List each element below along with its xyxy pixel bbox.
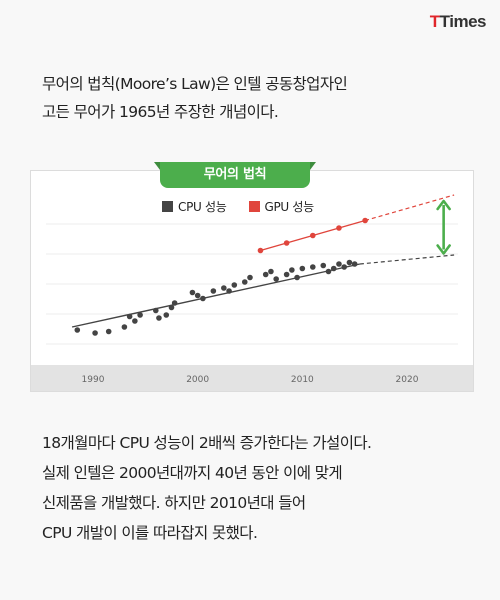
cpu-point [210, 288, 217, 294]
gpu-point [283, 240, 290, 246]
cpu-point [330, 265, 337, 272]
cpu-point [299, 265, 306, 272]
cpu-point [200, 295, 206, 302]
cpu-point [351, 261, 358, 267]
body-line: CPU 개발이 이를 따라잡지 못했다. [42, 524, 258, 542]
chart-title: 무어의 법칙 [154, 162, 316, 188]
cpu-series [71, 254, 455, 336]
legend-label-cpu: CPU 성능 [178, 200, 227, 214]
legend-swatch-cpu [162, 201, 173, 212]
gap-arrow-head-top [436, 199, 451, 211]
cpu-point [262, 271, 269, 278]
cpu-point [132, 318, 138, 324]
logo-times: Times [439, 12, 487, 31]
cpu-point [247, 274, 253, 281]
cpu-point [105, 328, 112, 335]
cpu-point [336, 261, 342, 267]
cpu-projection-line [359, 254, 455, 265]
x-tick-labels: 1990 2000 2010 2020 [82, 375, 419, 385]
body-line: 신제품을 개발했다. 하지만 2010년대 들어 [42, 494, 306, 512]
legend-swatch-gpu [248, 201, 260, 212]
gpu-point [336, 225, 342, 231]
cpu-point [346, 259, 353, 266]
cpu-point [163, 312, 170, 318]
legend-item-cpu: CPU 성능 [162, 198, 227, 215]
cpu-point [341, 264, 348, 270]
cpu-point [194, 292, 201, 299]
x-tick-label: 2020 [396, 375, 419, 385]
x-tick-label: 1990 [82, 375, 105, 385]
gpu-point [310, 232, 316, 239]
legend-label-gpu: GPU 성능 [264, 200, 315, 214]
cpu-point [320, 262, 327, 269]
gpu-point [257, 247, 264, 254]
cpu-point [310, 264, 316, 270]
cpu-point [325, 268, 332, 275]
cpu-trend-line [71, 263, 361, 328]
intro-line: 고든 무어가 1965년 주장한 개념이다. [42, 103, 279, 121]
gpu-series [257, 194, 455, 254]
cpu-point [126, 313, 133, 320]
cpu-point [231, 282, 238, 288]
gpu-point [362, 217, 368, 224]
chart-axis-band [31, 365, 473, 391]
annotation-layer [436, 199, 451, 255]
logo-t: T [429, 12, 440, 31]
intro-line: 무어의 법칙(Moore’s Law)은 인텔 공동창업자인 [42, 75, 348, 93]
cpu-point [221, 285, 227, 291]
cpu-point [283, 271, 290, 278]
chart-grid [46, 223, 458, 345]
legend-item-gpu: GPU 성능 [248, 198, 315, 215]
body-line: 18개월마다 CPU 성능이 2배씩 증가한다는 가설이다. [42, 434, 372, 452]
cpu-point [268, 268, 274, 275]
cpu-point [168, 304, 175, 311]
cpu-point [153, 307, 159, 314]
cpu-point [92, 330, 98, 336]
cpu-point [226, 288, 232, 294]
gap-arrow-head-bottom [436, 244, 451, 255]
x-tick-label: 2000 [186, 375, 209, 385]
body-text: 18개월마다 CPU 성능이 2배씩 증가한다는 가설이다. 실제 인텔은 20… [42, 428, 482, 548]
chart-legend: CPU 성능 GPU 성능 [162, 198, 314, 215]
x-tick-label: 2010 [291, 375, 314, 385]
cpu-point [289, 267, 295, 273]
cpu-point [189, 289, 196, 296]
gpu-projection-line [364, 194, 455, 222]
cpu-point [241, 279, 248, 285]
cpu-point [273, 276, 279, 282]
cpu-point [74, 327, 81, 333]
body-line: 실제 인텔은 2000년대까지 40년 동안 이에 맞게 [42, 464, 343, 482]
intro-text: 무어의 법칙(Moore’s Law)은 인텔 공동창업자인 고든 무어가 19… [42, 70, 472, 126]
cpu-point [294, 274, 300, 281]
cpu-point [137, 312, 143, 318]
cpu-point [121, 324, 128, 330]
cpu-point [156, 315, 162, 321]
cpu-point [171, 300, 178, 306]
ttimes-logo: TTimes [429, 12, 487, 32]
